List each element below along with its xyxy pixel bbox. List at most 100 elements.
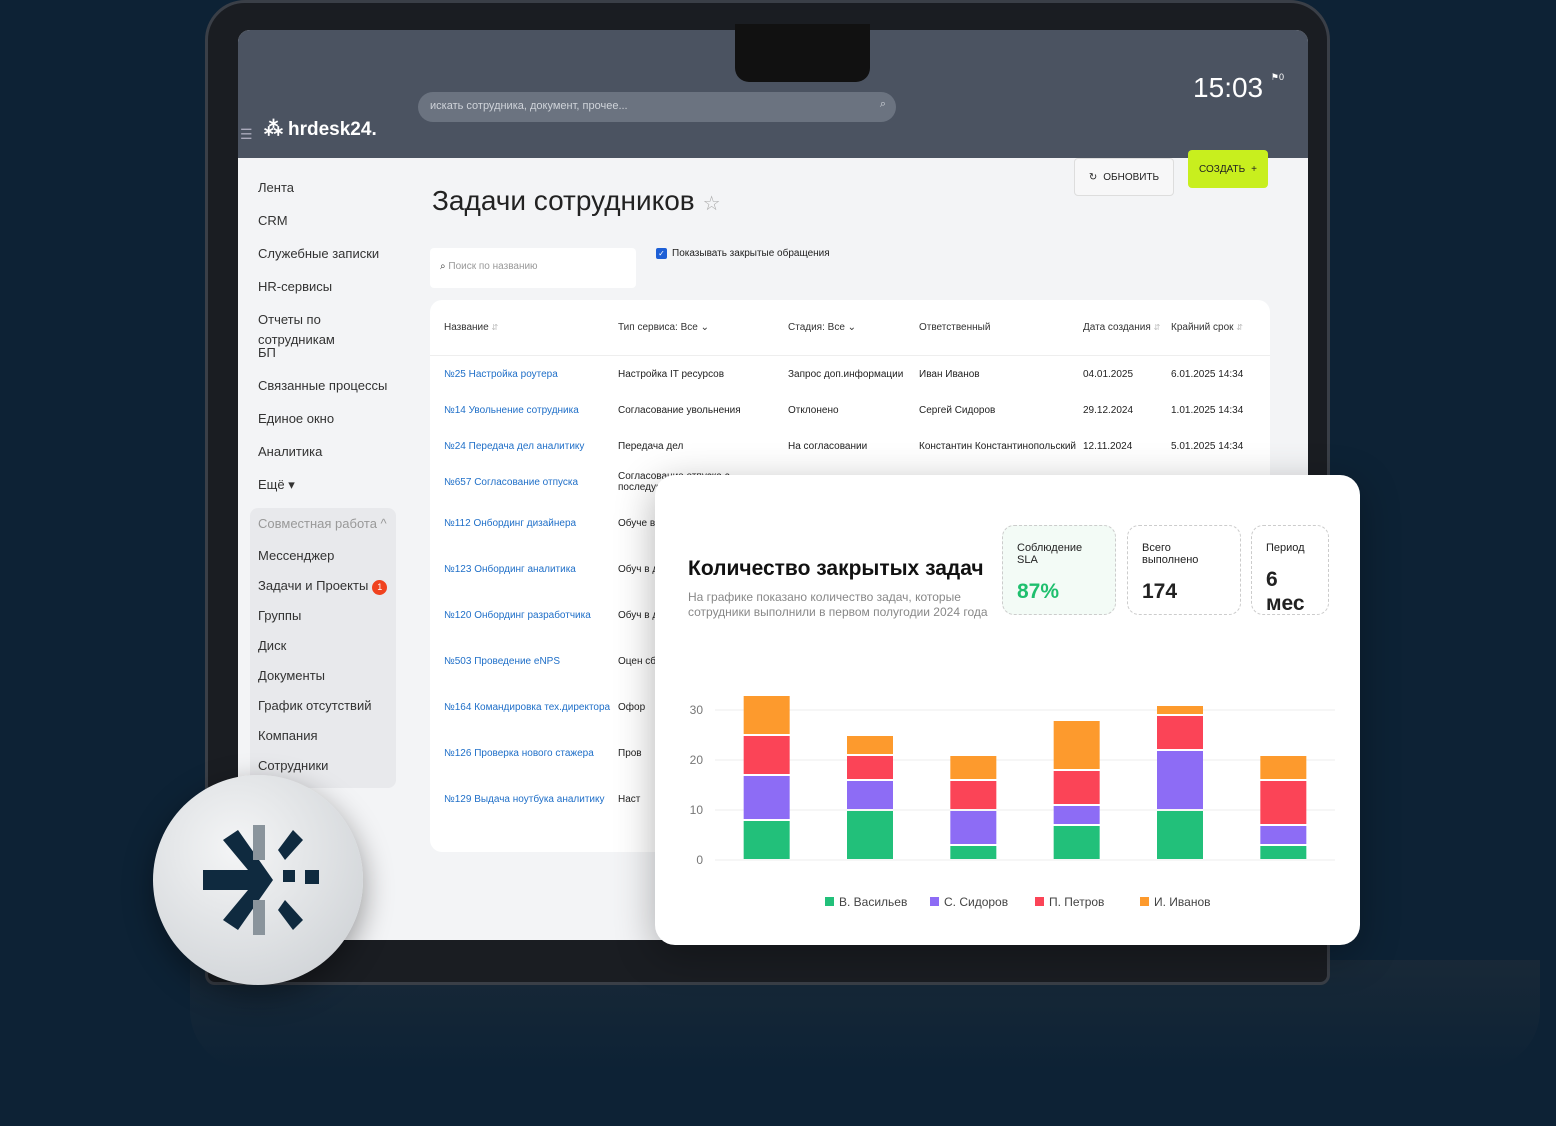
closed-tasks-card: Количество закрытых задач На графике пок…: [655, 475, 1360, 945]
sidebar-subitem[interactable]: Компания: [258, 728, 318, 743]
table-cell[interactable]: №24 Передача дел аналитику: [444, 440, 585, 452]
table-cell[interactable]: №25 Настройка роутера: [444, 368, 558, 380]
card-title: Количество закрытых задач: [688, 557, 984, 580]
column-header[interactable]: Ответственный: [919, 322, 991, 333]
table-row[interactable]: №126 Проверка нового стажера Пров: [430, 730, 1270, 776]
bar-segment: [950, 756, 997, 779]
bar-segment: [1260, 756, 1307, 779]
table-cell: Иван Иванов: [919, 368, 980, 380]
sidebar-item[interactable]: HR-сервисы: [258, 279, 333, 294]
table-cell[interactable]: №120 Онбординг разработчика: [444, 609, 591, 621]
table-cell: Запрос доп.информации: [788, 368, 904, 380]
y-tick-label: 10: [690, 803, 704, 817]
group-header[interactable]: Совместная работа ^: [258, 516, 387, 531]
table-cell[interactable]: №164 Командировка тех.директора: [444, 701, 611, 713]
notifications-flag-icon[interactable]: ⚑0: [1270, 72, 1284, 82]
sidebar-item[interactable]: Аналитика: [258, 444, 323, 459]
table-row[interactable]: №24 Передача дел аналитику Передача дел На…: [430, 428, 1270, 464]
bar-segment: [1260, 826, 1307, 844]
show-closed-checkbox[interactable]: ✓ Показывать закрытые обращения: [656, 248, 830, 259]
search-icon: ⌕: [440, 261, 446, 272]
sidebar-item[interactable]: БП: [258, 345, 276, 360]
table-cell[interactable]: №112 Онбординг дизайнера: [444, 517, 577, 529]
bar-segment: [847, 756, 893, 779]
table-row[interactable]: №120 Онбординг разработчика Обуч в дол: [430, 592, 1270, 638]
table-row[interactable]: №123 Онбординг аналитика Обуч в дол: [430, 546, 1270, 592]
clock: 15:03 ⚑0: [1193, 72, 1284, 103]
kpi-period: Период 6 мес: [1251, 525, 1329, 615]
refresh-button[interactable]: ↻ ОБНОВИТЬ: [1074, 158, 1174, 196]
bar-segment: [743, 821, 790, 859]
legend-label: П. Петров: [1049, 895, 1104, 909]
bar-segment: [743, 736, 790, 774]
table-row[interactable]: №14 Увольнение сотрудника Согласование ув…: [430, 392, 1270, 428]
bar-segment: [1157, 811, 1203, 859]
bar-segment: [847, 811, 893, 859]
kpi-total: Всего выполнено 174: [1127, 525, 1241, 615]
sort-icon: ⇵: [491, 323, 499, 332]
table-cell[interactable]: №503 Проведение eNPS: [444, 655, 561, 667]
task-search-input[interactable]: ⌕ Поиск по названию: [430, 248, 636, 288]
sort-icon: ⇵: [1236, 323, 1243, 332]
column-header[interactable]: Дата создания ⇵: [1083, 322, 1161, 333]
sidebar-subitem[interactable]: График отсутствий: [258, 698, 372, 713]
table-row[interactable]: №25 Настройка роутера Настройка IT ресурс…: [430, 356, 1270, 392]
sidebar-item[interactable]: Ещё ▾: [258, 477, 295, 492]
bar-segment: [1157, 716, 1203, 749]
sidebar-item[interactable]: Связанные процессы: [258, 378, 388, 393]
table-cell: 29.12.2024: [1083, 404, 1134, 416]
bar-segment: [1053, 771, 1100, 804]
bar-segment: [1053, 806, 1100, 824]
column-header[interactable]: Название ⇵: [444, 322, 499, 333]
sidebar-subitem[interactable]: Задачи и Проекты 1: [258, 576, 388, 606]
bar-segment: [743, 776, 790, 819]
column-header[interactable]: Крайний срок ⇵: [1171, 322, 1243, 333]
create-button[interactable]: СОЗДАТЬ +: [1188, 150, 1268, 188]
table-row[interactable]: №112 Онбординг дизайнера Обуче в дол: [430, 500, 1270, 546]
table-cell: Обуче в дол: [618, 517, 675, 529]
sidebar-subitem[interactable]: Мессенджер: [258, 548, 335, 563]
column-header[interactable]: Тип сервиса: Все ⌄: [618, 322, 709, 333]
logo[interactable]: ⁂ hrdesk24.: [264, 118, 377, 141]
table-row[interactable]: №503 Проведение eNPS Оцен сбор: [430, 638, 1270, 684]
sidebar-subitem[interactable]: Группы: [258, 608, 302, 623]
table-cell[interactable]: №657 Согласование отпуска: [444, 476, 579, 488]
star-icon[interactable]: ☆: [702, 193, 721, 215]
sidebar-item[interactable]: Лента: [258, 180, 294, 195]
page-title: Задачи сотрудников ☆: [432, 185, 721, 216]
legend-swatch: [1035, 897, 1044, 906]
table-cell: Оцен сбор: [618, 655, 668, 667]
menu-icon[interactable]: ☰: [240, 126, 253, 142]
y-tick-label: 30: [690, 703, 704, 717]
table-cell: Офор: [618, 701, 646, 713]
sidebar-item[interactable]: Служебные записки: [258, 246, 380, 261]
table-cell[interactable]: №14 Увольнение сотрудника: [444, 404, 579, 416]
sidebar-subitem[interactable]: Сотрудники: [258, 758, 329, 773]
table-cell[interactable]: №126 Проверка нового стажера: [444, 747, 594, 759]
brand-badge: [153, 775, 363, 985]
sidebar-subitem[interactable]: Диск: [258, 638, 287, 653]
legend-label: С. Сидоров: [944, 895, 1008, 909]
bar-segment: [1260, 846, 1307, 859]
column-header[interactable]: Стадия: Все ⌄: [788, 322, 857, 333]
table-cell: Обуч в дол: [618, 609, 670, 621]
bar-segment: [847, 781, 893, 809]
table-row[interactable]: №164 Командировка тех.директора Офор: [430, 684, 1270, 730]
bar-segment: [1157, 706, 1203, 714]
bar-segment: [950, 846, 997, 859]
table-cell: 1.01.2025 14:34: [1171, 404, 1244, 416]
sidebar-item[interactable]: CRM: [258, 213, 288, 228]
sidebar-subitem[interactable]: Документы: [258, 668, 326, 683]
bar-segment: [847, 736, 893, 754]
search-icon[interactable]: ⌕: [879, 98, 886, 110]
sidebar-item[interactable]: Отчеты по сотрудникам: [258, 312, 335, 347]
y-tick-label: 0: [696, 853, 703, 867]
sidebar-item[interactable]: Единое окно: [258, 411, 335, 426]
table-cell[interactable]: №129 Выдача ноутбука аналитику: [444, 793, 605, 805]
table-cell[interactable]: №123 Онбординг аналитика: [444, 563, 576, 575]
table-row[interactable]: №129 Выдача ноутбука аналитику Наст: [430, 776, 1270, 822]
checkbox-checked-icon[interactable]: ✓: [656, 248, 667, 259]
table-cell: 04.01.2025: [1083, 368, 1134, 380]
plus-icon: +: [1251, 163, 1257, 175]
global-search-input[interactable]: искать сотрудника, документ, прочее... ⌕: [418, 92, 896, 122]
